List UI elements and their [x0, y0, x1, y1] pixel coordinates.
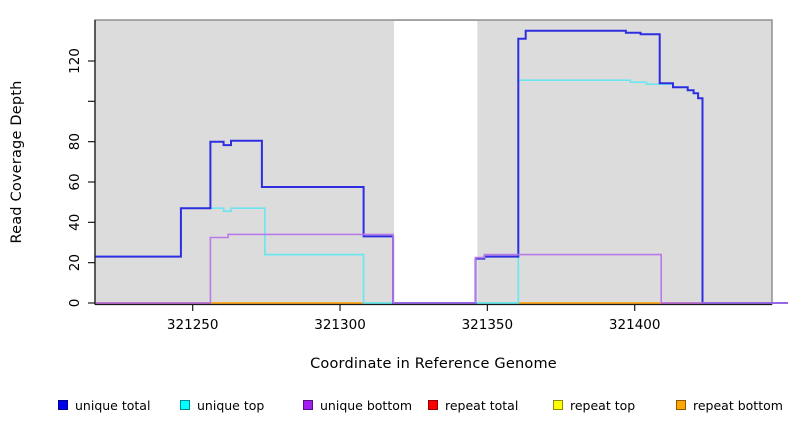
y-tick-label: 40: [67, 214, 83, 231]
x-axis-title: Coordinate in Reference Genome: [310, 356, 557, 372]
legend-swatch-repeat-total: [428, 400, 438, 410]
legend-item-repeat-top: repeat top: [553, 397, 635, 413]
legend-swatch-unique-top: [180, 400, 190, 410]
legend-item-unique-top: unique top: [180, 397, 264, 413]
x-tick-label: 321350: [462, 317, 514, 333]
y-tick-label: 80: [67, 133, 83, 150]
legend: unique total unique top unique bottom repea…: [0, 397, 792, 417]
legend-swatch-repeat-top: [553, 400, 563, 410]
legend-item-repeat-total: repeat total: [428, 397, 518, 413]
legend-label-unique-bottom: unique bottom: [320, 397, 413, 413]
x-tick-label: 321250: [167, 317, 219, 333]
x-tick-label: 321400: [609, 317, 661, 333]
legend-label-repeat-top: repeat top: [570, 397, 636, 413]
legend-item-unique-total: unique total: [58, 397, 150, 413]
x-tick-label: 321300: [314, 317, 366, 333]
y-tick-label: 120: [67, 48, 83, 74]
legend-item-unique-bottom: unique bottom: [303, 397, 412, 413]
legend-label-repeat-total: repeat total: [445, 397, 519, 413]
legend-swatch-unique-total: [58, 400, 68, 410]
series-line-unique-bottom: [95, 233, 788, 304]
legend-swatch-repeat-bottom: [676, 400, 686, 410]
legend-label-unique-total: unique total: [75, 397, 151, 413]
y-axis-title: Read Coverage Depth: [9, 80, 25, 244]
y-tick-label: 20: [67, 254, 83, 271]
no-coverage-band: [393, 21, 478, 303]
y-tick-label: 0: [67, 299, 83, 308]
series-line-unique-total: [95, 29, 788, 304]
legend-label-repeat-bottom: repeat bottom: [693, 397, 783, 413]
y-tick-label: 60: [67, 173, 83, 190]
legend-item-repeat-bottom: repeat bottom: [676, 397, 783, 413]
legend-swatch-unique-bottom: [303, 400, 313, 410]
legend-label-unique-top: unique top: [197, 397, 265, 413]
